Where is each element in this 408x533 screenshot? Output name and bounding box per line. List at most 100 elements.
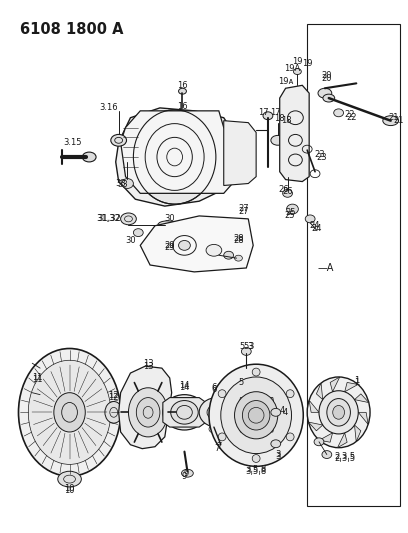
Polygon shape [224,120,256,185]
Ellipse shape [105,401,122,423]
Text: 18: 18 [275,114,285,123]
Polygon shape [163,398,206,427]
Ellipse shape [182,469,193,477]
Ellipse shape [121,213,136,225]
Text: 17: 17 [258,108,268,117]
Ellipse shape [314,438,324,446]
Ellipse shape [158,221,177,229]
Ellipse shape [179,240,191,251]
Text: 19A: 19A [284,64,301,73]
Ellipse shape [263,112,273,120]
Polygon shape [116,108,237,206]
Text: 6: 6 [211,383,217,392]
Text: 22: 22 [346,113,357,122]
Text: 19ᴀ: 19ᴀ [278,77,293,86]
Ellipse shape [319,391,358,434]
Text: 17: 17 [270,108,281,117]
Text: 7: 7 [216,442,222,451]
Text: 16: 16 [177,81,188,90]
Ellipse shape [218,390,226,398]
Polygon shape [330,377,340,392]
Text: 5: 5 [238,378,244,387]
Polygon shape [319,433,333,442]
Ellipse shape [252,368,260,376]
Ellipse shape [242,348,251,356]
Ellipse shape [327,399,350,426]
Text: 3: 3 [275,452,280,461]
Text: 5: 5 [240,342,245,351]
Text: 20: 20 [322,71,332,80]
Text: 23: 23 [315,150,325,158]
Text: 9: 9 [184,469,189,478]
Polygon shape [345,383,358,392]
Ellipse shape [286,204,298,214]
Text: 29: 29 [164,241,175,250]
Polygon shape [119,366,172,449]
Ellipse shape [224,251,233,259]
Polygon shape [355,425,361,442]
Text: 13: 13 [143,362,153,370]
Ellipse shape [206,245,222,256]
Text: 3,5,8: 3,5,8 [246,465,267,474]
Text: 25: 25 [284,212,295,221]
Ellipse shape [209,364,303,466]
Text: 23: 23 [317,152,327,161]
Ellipse shape [171,400,198,424]
Text: 31,32: 31,32 [97,214,121,223]
Text: 4: 4 [283,408,288,417]
Ellipse shape [271,440,281,448]
Text: 6: 6 [211,385,217,394]
Polygon shape [237,398,276,432]
Text: 12: 12 [109,391,119,400]
Ellipse shape [163,394,206,430]
Ellipse shape [58,471,81,487]
Text: 29: 29 [164,243,175,252]
Text: 24: 24 [310,221,320,230]
Ellipse shape [235,392,278,439]
Polygon shape [280,85,309,182]
Polygon shape [121,111,238,193]
Ellipse shape [199,398,235,427]
Bar [307,25,401,506]
Ellipse shape [54,393,85,432]
Text: 26: 26 [278,185,289,194]
Ellipse shape [322,450,332,458]
Text: 10: 10 [64,487,75,495]
Ellipse shape [293,69,302,75]
Text: 22: 22 [344,110,355,119]
Ellipse shape [82,152,96,162]
Text: 16: 16 [177,102,188,111]
Ellipse shape [383,116,399,126]
Text: 3: 3 [248,342,254,351]
Ellipse shape [305,215,315,223]
Text: 1: 1 [354,378,359,387]
Text: 1: 1 [354,376,359,385]
Text: 31,32: 31,32 [96,214,120,223]
Text: 33: 33 [117,180,128,189]
Text: 3,5,8: 3,5,8 [246,467,267,476]
Text: 14: 14 [179,383,190,392]
Text: 11: 11 [32,374,42,383]
Ellipse shape [286,390,294,398]
Text: 25: 25 [285,208,296,217]
Text: 14: 14 [179,381,190,390]
Text: 10: 10 [64,484,75,494]
Text: 30: 30 [164,214,175,223]
Ellipse shape [286,433,294,441]
Text: 27: 27 [238,204,249,213]
Ellipse shape [307,377,370,448]
Text: 11: 11 [32,375,42,384]
Ellipse shape [283,189,293,197]
Ellipse shape [177,406,192,419]
Ellipse shape [145,124,204,190]
Text: 18: 18 [281,116,291,125]
Text: 6108 1800 A: 6108 1800 A [20,22,124,37]
Ellipse shape [333,406,344,419]
Text: 3.16: 3.16 [100,103,118,112]
Ellipse shape [18,349,121,476]
Polygon shape [358,413,368,424]
Ellipse shape [235,255,242,261]
Text: 3.15: 3.15 [64,138,82,147]
Text: 33: 33 [115,179,126,188]
Ellipse shape [157,138,192,176]
